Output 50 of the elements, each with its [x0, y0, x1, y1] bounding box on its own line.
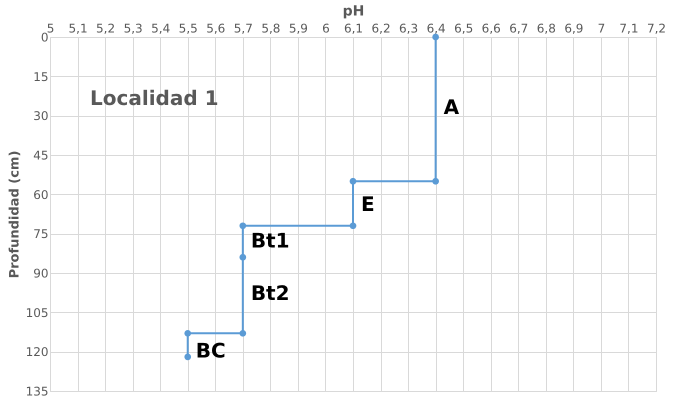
x-tick-label: 5,7 — [234, 22, 253, 36]
x-tick-label: 5,4 — [151, 22, 170, 36]
x-tick-label: 5,5 — [178, 22, 198, 36]
x-tick-label: 7 — [598, 22, 606, 36]
y-tick-label: 120 — [26, 345, 48, 360]
point — [239, 330, 246, 337]
annotation: Localidad 1 — [90, 86, 219, 110]
x-tick-label: 6,4 — [426, 22, 446, 36]
point — [239, 222, 246, 230]
y-axis-title: Profundidad (cm) — [8, 150, 23, 278]
annotation: E — [361, 192, 375, 216]
x-tick-label: 6,9 — [564, 22, 584, 36]
point — [184, 330, 192, 337]
x-tick-label: 6 — [322, 22, 330, 36]
x-tick-label: 7,1 — [619, 22, 638, 36]
x-tick-label: 5 — [46, 22, 54, 36]
point — [350, 178, 356, 185]
point — [350, 222, 356, 230]
x-tick-label: 6,7 — [509, 22, 528, 36]
point — [432, 34, 439, 40]
annotation: A — [444, 94, 460, 119]
annotation: Bt1 — [250, 228, 290, 253]
x-tick-label: 6,3 — [399, 22, 418, 36]
y-tick-label: 75 — [33, 227, 48, 242]
x-tick-label: 5,2 — [96, 22, 116, 36]
y-tick-label: 45 — [33, 148, 48, 162]
x-tick-label: 6,5 — [454, 22, 474, 36]
y-tick-label: 105 — [26, 306, 48, 320]
y-tick-label: 60 — [33, 188, 48, 202]
x-tick-label: 5,1 — [68, 22, 88, 36]
y-tick-label: 90 — [33, 266, 48, 280]
x-tick-label: 6,8 — [536, 22, 556, 36]
x-axis-title: pH — [342, 4, 364, 20]
annotation: Bt2 — [250, 280, 290, 305]
x-tick-label: 5,8 — [261, 22, 280, 36]
x-tick-label: 6,6 — [482, 22, 501, 36]
x-tick-label: 5,6 — [206, 22, 226, 36]
y-tick-label: 15 — [33, 70, 48, 84]
y-tick-label: 30 — [33, 109, 48, 124]
annotation: BC — [196, 338, 226, 363]
point — [432, 178, 439, 185]
point — [239, 254, 246, 261]
x-tick-label: 6,1 — [344, 22, 364, 36]
x-tick-label: 6,2 — [372, 22, 391, 36]
x-tick-label: 7,2 — [646, 22, 666, 36]
point — [184, 354, 192, 360]
y-tick-label: 0 — [40, 30, 48, 44]
y-tick-label: 135 — [26, 384, 48, 398]
x-tick-label: 5,3 — [124, 22, 143, 36]
x-tick-label: 5,9 — [288, 22, 308, 36]
